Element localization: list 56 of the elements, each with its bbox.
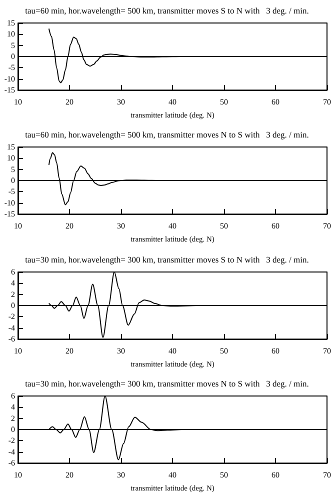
- x-tick-label: 20: [66, 98, 74, 107]
- x-tick-label: 40: [168, 470, 176, 480]
- x-tick-label: 40: [168, 98, 176, 107]
- x-tick-label: 30: [117, 222, 125, 231]
- x-tick-label: 50: [220, 98, 228, 107]
- y-tick-label: 0: [11, 176, 15, 186]
- x-tick-label: 20: [66, 222, 74, 231]
- y-tick-label: 2: [11, 289, 15, 298]
- y-tick-label: -5: [8, 63, 15, 72]
- x-tick-label: 50: [220, 470, 228, 480]
- y-tick-label: -4: [8, 447, 15, 456]
- x-tick-label: 40: [168, 346, 176, 356]
- y-tick-label: 5: [11, 165, 15, 174]
- x-tick-label: 70: [323, 346, 331, 356]
- x-tick-label: 60: [272, 222, 280, 231]
- y-tick-label: 5: [11, 40, 15, 50]
- x-tick-label: 20: [66, 346, 74, 356]
- y-tick-label: -6: [8, 334, 15, 344]
- y-tick-label: 0: [11, 424, 15, 434]
- x-tick-label: 40: [168, 222, 176, 231]
- y-tick-label: 10: [7, 154, 15, 163]
- y-tick-label: 4: [11, 278, 15, 288]
- x-tick-label: 70: [323, 222, 331, 231]
- x-tick-label: 30: [117, 98, 125, 107]
- y-tick-label: -4: [8, 322, 15, 332]
- y-tick-label: 0: [11, 300, 15, 310]
- y-tick-label: 0: [11, 52, 15, 62]
- x-tick-label: 50: [220, 222, 228, 231]
- y-tick-label: 2: [11, 414, 15, 423]
- y-tick-label: -15: [4, 210, 15, 219]
- y-tick-label: -2: [8, 436, 15, 445]
- y-tick-label: -6: [8, 458, 15, 468]
- y-tick-label: -2: [8, 312, 15, 321]
- x-tick-label: 70: [323, 98, 331, 107]
- y-tick-label: 6: [11, 267, 15, 276]
- x-tick-label: 70: [323, 470, 331, 480]
- chart-title: tau=60 min, hor.wavelength= 500 km, transmitter moves N to S with 3 deg. / min.: [25, 130, 309, 140]
- x-tick-label: 60: [272, 98, 280, 107]
- chart-title: tau=60 min, hor.wavelength= 500 km, transmitter moves S to N with 3 deg. / min.: [25, 6, 309, 16]
- x-tick-label: 30: [117, 346, 125, 356]
- y-tick-label: -5: [8, 187, 15, 196]
- y-tick-label: 15: [7, 18, 15, 28]
- x-tick-label: 50: [220, 346, 228, 356]
- x-tick-label: 30: [117, 470, 125, 480]
- y-tick-label: 4: [11, 402, 15, 412]
- x-tick-label: 60: [272, 346, 280, 356]
- y-tick-label: 15: [7, 142, 15, 152]
- x-tick-label: 60: [272, 470, 280, 480]
- chart-title: tau=30 min, hor.wavelength= 300 km, transmitter moves S to N with 3 deg. / min.: [25, 254, 309, 264]
- y-tick-label: 6: [11, 391, 15, 400]
- chart-title: tau=30 min, hor.wavelength= 300 km, transmitter moves N to S with 3 deg. / min.: [25, 378, 309, 388]
- y-tick-label: -10: [4, 198, 15, 208]
- y-tick-label: -15: [4, 86, 15, 95]
- y-tick-label: 10: [7, 30, 15, 39]
- y-tick-label: -10: [4, 74, 15, 84]
- x-tick-label: 20: [66, 470, 74, 480]
